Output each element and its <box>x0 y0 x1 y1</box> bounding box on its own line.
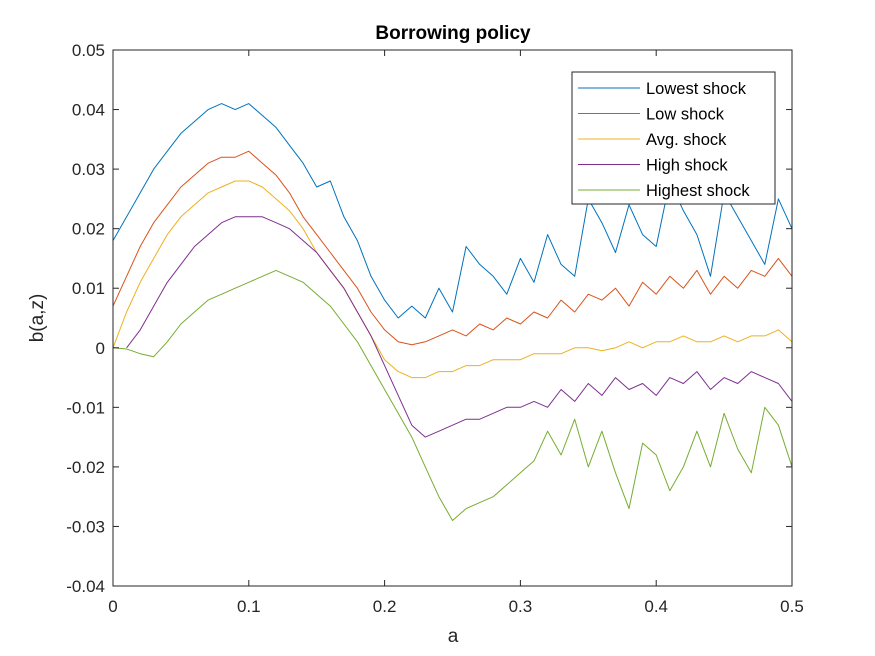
x-tick-label: 0 <box>108 597 117 616</box>
y-tick-label: 0.02 <box>72 220 105 239</box>
x-axis: 0 0.1 0.2 0.3 0.4 0.5 <box>108 50 804 616</box>
y-tick-label: -0.03 <box>66 517 105 536</box>
legend: Lowest shock Low shock Avg. shock High shoc… <box>571 71 776 205</box>
x-axis-label: a <box>448 626 459 647</box>
x-tick-label: 0.1 <box>237 597 261 616</box>
legend-box <box>571 71 776 205</box>
y-tick-label: -0.02 <box>66 458 105 477</box>
legend-label-low-shock: Low shock <box>646 106 725 124</box>
series-line-high-shock <box>126 216 792 438</box>
y-axis: -0.04 -0.03 -0.02 -0.01 0 0.01 0.02 0.03 0.04 0.0… <box>66 41 792 596</box>
x-tick-label: 0.3 <box>509 597 533 616</box>
y-axis-label: b(a,z) <box>27 294 48 343</box>
y-tick-label: 0.04 <box>72 101 105 120</box>
legend-label-highest-shock: Highest shock <box>646 182 750 200</box>
legend-label-lowest-shock: Lowest shock <box>646 80 747 98</box>
series-line-avg-shock <box>113 180 792 379</box>
series-line-low-shock <box>113 150 792 346</box>
legend-label-high-shock: High shock <box>646 157 728 175</box>
series-line-highest-shock <box>113 269 792 521</box>
y-tick-label: 0.05 <box>72 41 105 60</box>
x-tick-label: 0.2 <box>373 597 397 616</box>
y-tick-label: -0.04 <box>66 577 105 596</box>
x-tick-label: 0.5 <box>780 597 804 616</box>
series-layer <box>113 103 792 521</box>
chart-title: Borrowing policy <box>375 23 531 44</box>
y-tick-label: 0 <box>96 339 105 358</box>
plot-frame <box>112 49 793 587</box>
x-tick-label: 0.4 <box>644 597 668 616</box>
y-tick-label: -0.01 <box>66 398 105 417</box>
legend-items: Lowest shock Low shock Avg. shock High shoc… <box>578 80 750 200</box>
y-tick-label: 0.01 <box>72 279 105 298</box>
y-tick-label: 0.03 <box>72 160 105 179</box>
legend-label-avg-shock: Avg. shock <box>646 131 727 149</box>
